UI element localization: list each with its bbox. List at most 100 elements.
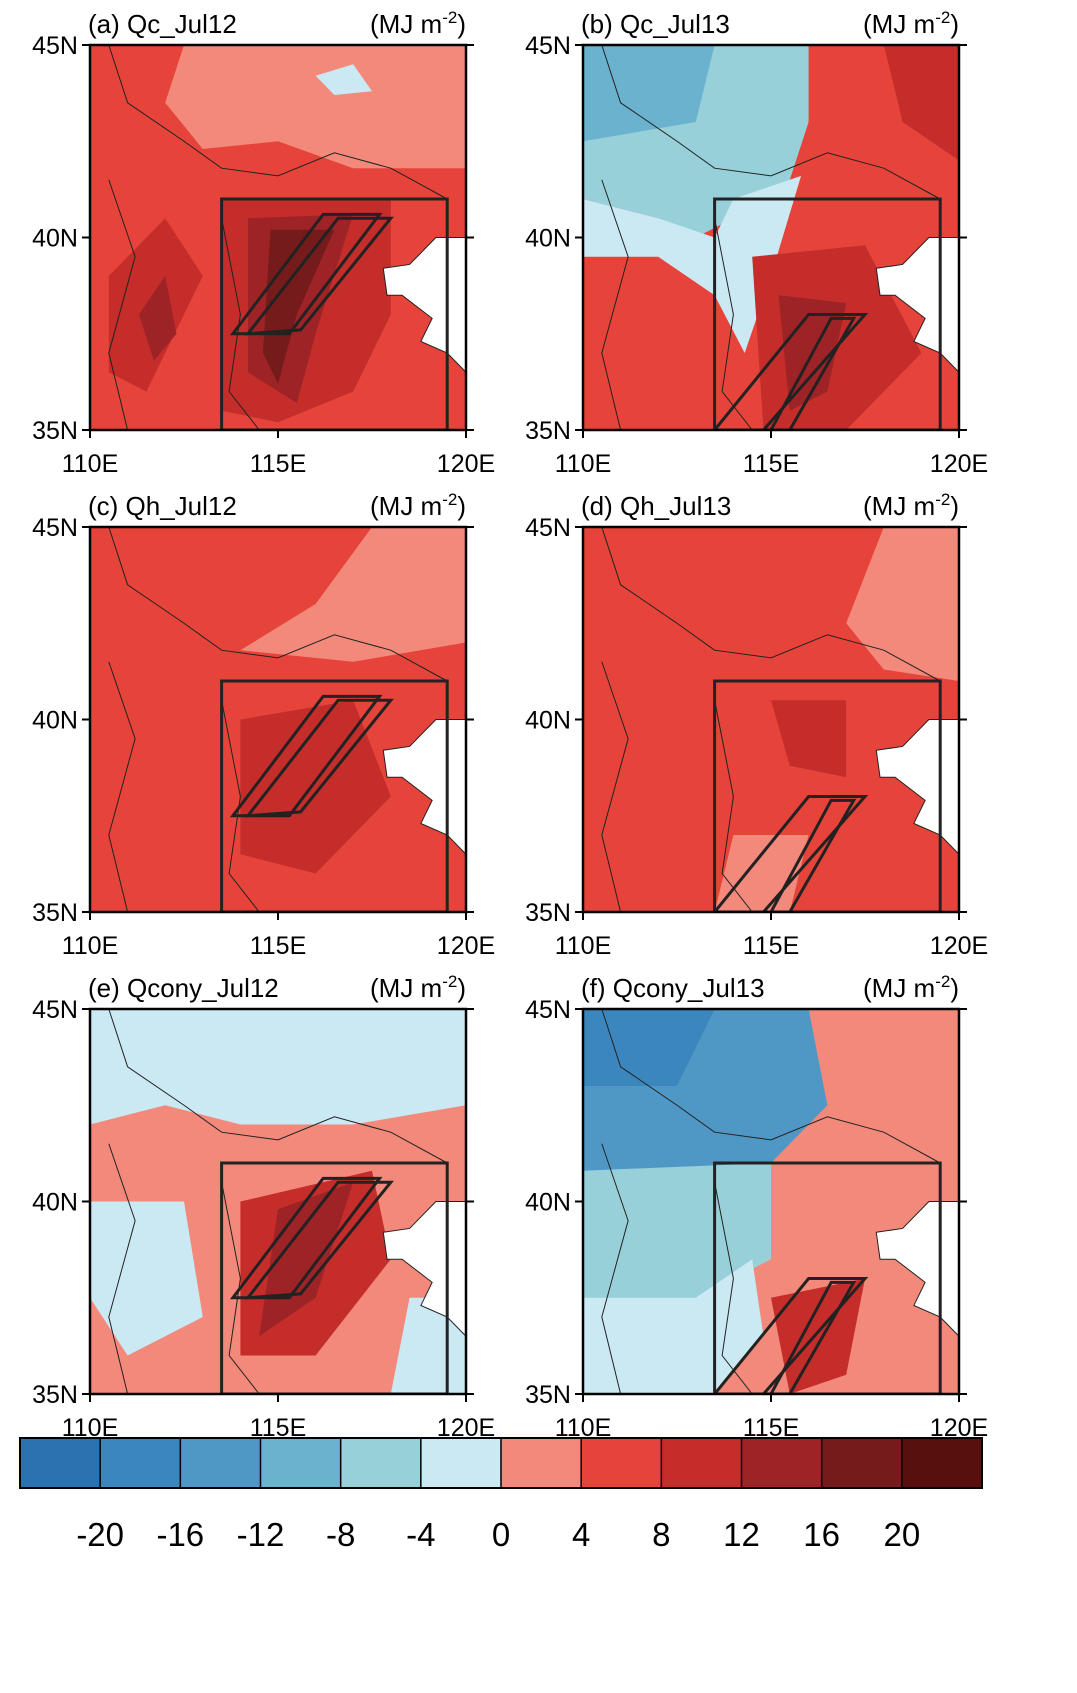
colorbar-label: 12 xyxy=(723,1516,760,1553)
units-exponent: -2 xyxy=(442,972,457,991)
field-area xyxy=(583,1259,764,1394)
x-tick-label: 110E xyxy=(555,450,612,478)
study-box xyxy=(713,197,942,430)
colorbar-box xyxy=(20,1438,101,1488)
colorbar-label: 16 xyxy=(803,1516,840,1553)
colorbar-box xyxy=(180,1438,261,1488)
y-tick-label: 35N xyxy=(525,1381,571,1409)
field xyxy=(583,1009,959,1394)
y-tick-label: 45N xyxy=(32,996,78,1024)
units-text: ) xyxy=(950,9,959,39)
boundary xyxy=(601,45,941,200)
field xyxy=(90,1009,466,1394)
units-text: (MJ m xyxy=(370,491,442,521)
x-tick-label: 120E xyxy=(930,932,988,960)
colorbar-box xyxy=(821,1438,902,1488)
field xyxy=(90,527,466,912)
map-panel: 45N 40N 35N 110E 115E 120E (d) Qh_Jul13 (MJ m-2… xyxy=(525,490,988,960)
boundary xyxy=(601,179,629,430)
field-area xyxy=(583,1009,715,1086)
boundary xyxy=(714,1182,753,1394)
y-tick-label: 35N xyxy=(525,899,571,927)
colorbar-label: 4 xyxy=(572,1516,590,1553)
field-area xyxy=(138,276,177,361)
colorbar-box xyxy=(501,1438,582,1488)
field-area xyxy=(583,175,802,353)
panel-title: (e) Qcony_Jul12 xyxy=(88,973,279,1003)
field-area xyxy=(883,45,959,161)
units: (MJ m-2) xyxy=(370,8,466,39)
colorbar-label: -20 xyxy=(76,1516,124,1553)
study-box xyxy=(220,1161,449,1394)
boundary xyxy=(714,218,753,430)
region-outline xyxy=(712,1277,869,1394)
units-exponent: -2 xyxy=(935,972,950,991)
colorbar-box xyxy=(100,1438,181,1488)
panel-title: (f) Qcony_Jul13 xyxy=(581,973,765,1003)
boundary xyxy=(108,1009,448,1164)
x-tick-label: 120E xyxy=(930,450,988,478)
units-text: ) xyxy=(950,973,959,1003)
colorbar-label: -4 xyxy=(406,1516,435,1553)
field-area xyxy=(165,45,466,169)
units: (MJ m-2) xyxy=(863,972,959,1003)
y-tick-label: 45N xyxy=(525,996,571,1024)
units-text: ) xyxy=(457,9,466,39)
region-outline xyxy=(229,694,383,818)
study-box xyxy=(220,197,449,430)
field xyxy=(583,527,959,912)
panel-title: (a) Qc_Jul12 xyxy=(88,9,237,39)
boundary xyxy=(601,527,941,682)
boundary xyxy=(601,1009,941,1164)
boundary xyxy=(108,45,448,200)
x-tick-label: 115E xyxy=(743,450,800,478)
region-outline xyxy=(769,1280,857,1394)
units-text: (MJ m xyxy=(863,9,935,39)
units-text: (MJ m xyxy=(863,491,935,521)
x-tick-label: 120E xyxy=(437,932,495,960)
colorbar-box xyxy=(420,1438,501,1488)
field-area xyxy=(714,835,809,912)
y-tick-label: 35N xyxy=(32,417,78,445)
boundary xyxy=(108,179,136,430)
units-exponent: -2 xyxy=(442,490,457,509)
study-box xyxy=(713,1161,942,1394)
field xyxy=(90,45,466,430)
field-area xyxy=(90,1009,466,1125)
y-tick-label: 45N xyxy=(32,32,78,60)
region-outline xyxy=(229,1176,383,1300)
colorbar-box xyxy=(661,1438,742,1488)
units-exponent: -2 xyxy=(935,8,950,27)
field-area xyxy=(240,700,391,874)
field-area xyxy=(240,527,466,662)
y-tick-label: 45N xyxy=(525,514,571,542)
region-outline xyxy=(244,216,394,336)
map-panel: 45N 40N 35N 110E 115E 120E (b) Qc_Jul13 (MJ m-2… xyxy=(525,8,988,478)
study-box xyxy=(220,679,449,912)
panel-title: (b) Qc_Jul13 xyxy=(581,9,730,39)
units: (MJ m-2) xyxy=(370,972,466,1003)
map-panel: 45N 40N 35N 110E 115E 120E (c) Qh_Jul12 (MJ m-2… xyxy=(32,490,495,960)
region-outline xyxy=(712,795,869,912)
boundary xyxy=(108,527,448,682)
boundary xyxy=(221,218,260,430)
region-outline xyxy=(769,798,857,912)
units-exponent: -2 xyxy=(935,490,950,509)
units: (MJ m-2) xyxy=(863,8,959,39)
units-exponent: -2 xyxy=(442,8,457,27)
map-panel: 45N 40N 35N 110E 115E 120E (a) Qc_Jul12 (MJ m-2… xyxy=(32,8,495,478)
study-box xyxy=(713,679,942,912)
colorbar-label: -12 xyxy=(237,1516,285,1553)
colorbar-label: 0 xyxy=(492,1516,510,1553)
y-tick-label: 40N xyxy=(32,1189,78,1217)
units-text: (MJ m xyxy=(863,973,935,1003)
region-outline xyxy=(712,313,869,430)
field-area xyxy=(583,45,715,142)
units: (MJ m-2) xyxy=(370,490,466,521)
field-area xyxy=(771,700,847,778)
boundary xyxy=(221,1182,260,1394)
x-tick-label: 110E xyxy=(555,932,612,960)
y-tick-label: 40N xyxy=(32,707,78,735)
